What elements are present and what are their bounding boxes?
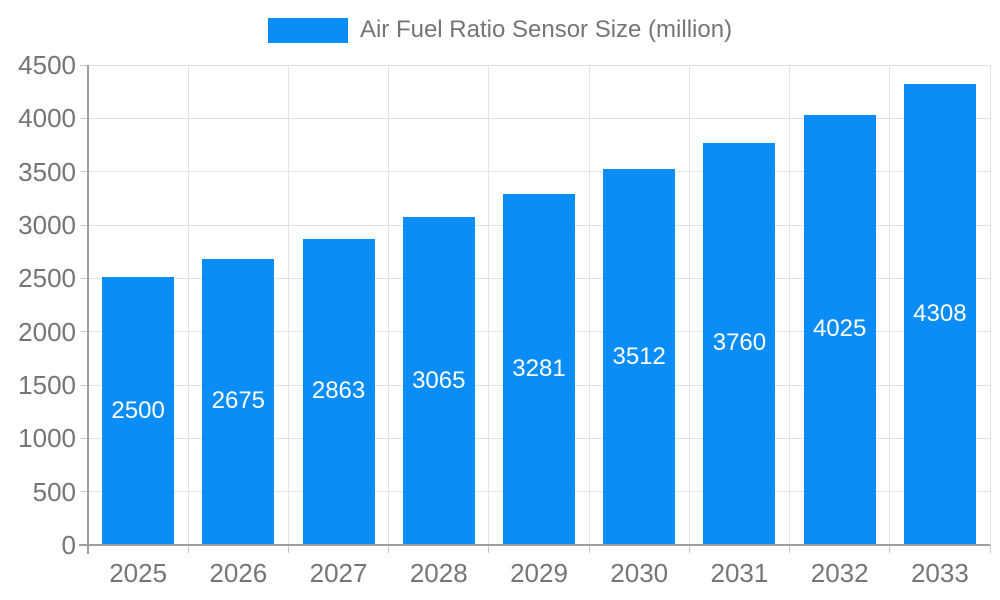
- x-gridline: [287, 65, 289, 545]
- x-axis-tick-label: 2026: [209, 558, 268, 588]
- x-axis-tick-label: 2033: [910, 558, 969, 588]
- x-axis-tick: [789, 545, 791, 553]
- legend-item[interactable]: Air Fuel Ratio Sensor Size (million): [0, 12, 1000, 48]
- bar-2026[interactable]: 2675: [202, 258, 275, 544]
- y-axis-tick-label: 0: [61, 530, 76, 560]
- y-axis-tick: [80, 171, 88, 173]
- x-axis-tick: [287, 545, 289, 553]
- bar-2032[interactable]: 4025: [803, 114, 876, 544]
- bar-value-label: 2500: [111, 396, 165, 424]
- y-axis-tick: [80, 224, 88, 226]
- y-axis-tick: [80, 491, 88, 493]
- bar-value-label: 3281: [512, 355, 566, 382]
- bar-2029[interactable]: 3281: [503, 194, 575, 544]
- bar-value-label: 2675: [211, 387, 266, 415]
- x-axis-tick-label: 2029: [510, 558, 568, 588]
- bar-value-label: 4308: [913, 300, 967, 328]
- y-axis-tick-label: 3500: [18, 156, 76, 187]
- bar-value-label: 4025: [812, 315, 867, 343]
- y-gridline: [88, 171, 990, 173]
- x-axis-tick-label: 2030: [610, 558, 669, 588]
- x-axis-tick-label: 2027: [309, 558, 368, 588]
- x-axis-tick-label: 2031: [710, 558, 769, 588]
- x-axis-tick: [588, 545, 590, 553]
- y-axis-tick: [80, 437, 88, 439]
- x-gridline: [789, 65, 791, 545]
- bar-2030[interactable]: 3512: [603, 169, 676, 544]
- x-axis-tick: [989, 545, 991, 553]
- y-axis-tick-label: 4500: [18, 50, 76, 80]
- x-gridline: [488, 65, 490, 545]
- x-gridline: [688, 65, 690, 545]
- bar-2027[interactable]: 2863: [302, 238, 375, 544]
- bar-2025[interactable]: 2500: [102, 277, 175, 544]
- bar-value-label: 3512: [612, 342, 666, 370]
- y-axis-tick-label: 500: [32, 476, 76, 507]
- bar-value-label: 3760: [712, 329, 767, 357]
- bar-2033[interactable]: 4308: [903, 84, 976, 544]
- x-axis-tick: [187, 545, 189, 553]
- x-axis-tick: [889, 545, 891, 553]
- x-axis-tick: [688, 545, 690, 553]
- bar-2031[interactable]: 3760: [703, 142, 776, 544]
- y-axis-tick: [80, 117, 88, 119]
- x-axis-tick-label: 2032: [810, 558, 869, 588]
- x-gridline: [388, 65, 390, 545]
- y-axis-tick-label: 2500: [18, 263, 76, 294]
- x-axis-tick: [488, 545, 490, 553]
- x-axis-tick-label: 2028: [409, 558, 468, 588]
- y-axis-tick: [80, 277, 88, 279]
- y-axis-line: [87, 65, 89, 554]
- bar-value-label: 2863: [311, 377, 366, 405]
- x-gridline: [889, 65, 891, 545]
- x-gridline: [989, 65, 991, 545]
- x-axis-tick-label: 2025: [109, 558, 168, 588]
- y-axis-tick: [80, 64, 88, 66]
- bar-value-label: 3065: [412, 366, 466, 394]
- y-axis-tick: [80, 331, 88, 333]
- legend-swatch: [267, 17, 348, 43]
- y-axis-tick-label: 4000: [18, 103, 76, 134]
- x-gridline: [187, 65, 189, 545]
- y-axis-tick-label: 3000: [18, 210, 76, 240]
- y-gridline: [88, 117, 990, 119]
- y-axis-tick-label: 1000: [18, 423, 76, 454]
- y-axis-tick: [80, 384, 88, 386]
- x-gridline: [588, 65, 590, 545]
- y-axis-tick-label: 1500: [18, 370, 76, 400]
- bar-2028[interactable]: 3065: [402, 217, 475, 544]
- x-axis-line: [79, 544, 990, 546]
- y-axis-tick-label: 2000: [18, 316, 76, 347]
- x-axis-tick: [388, 545, 390, 553]
- y-gridline: [88, 64, 990, 66]
- legend-label: Air Fuel Ratio Sensor Size (million): [359, 16, 733, 43]
